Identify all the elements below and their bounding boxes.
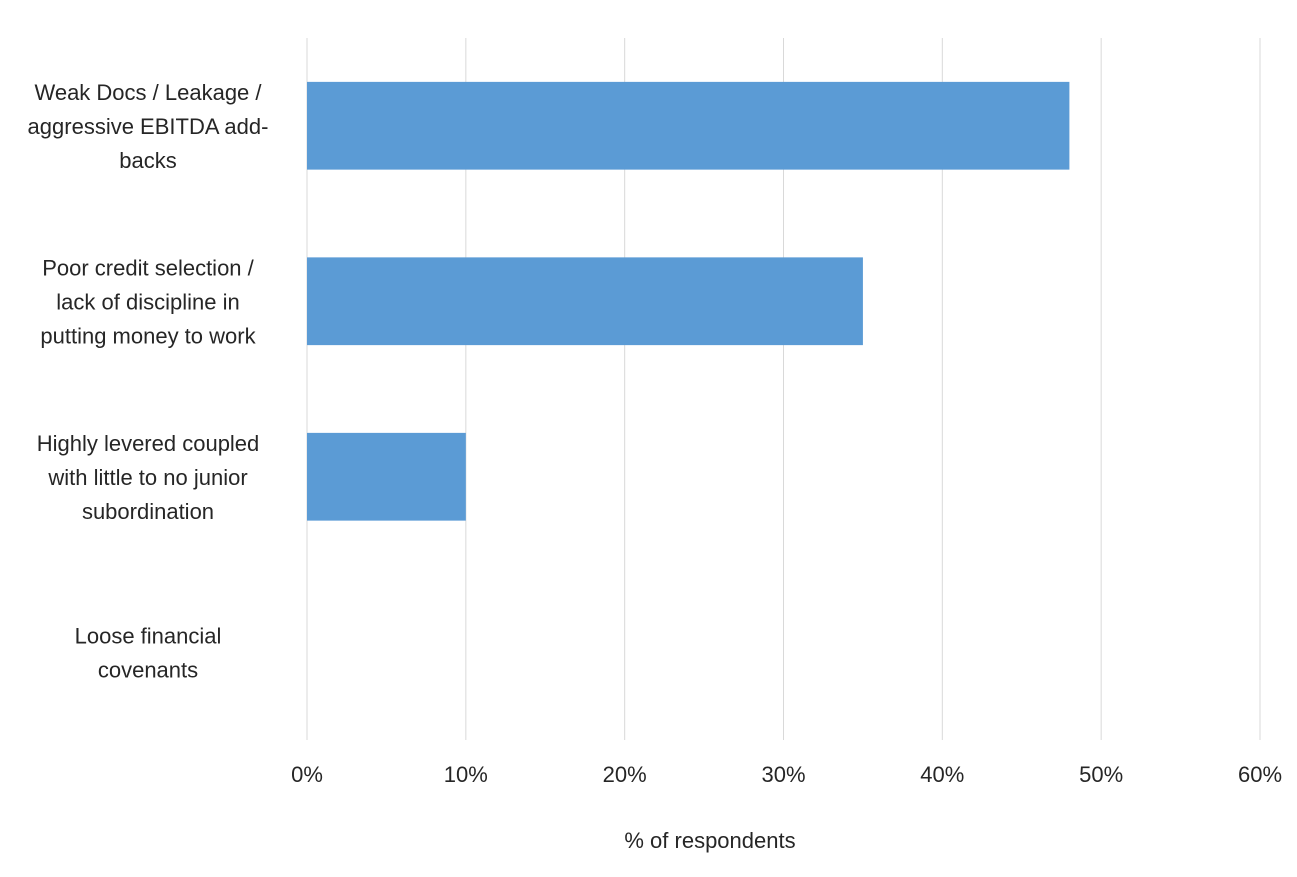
category-label-line: subordination	[82, 499, 214, 524]
category-label-line: lack of discipline in	[56, 289, 239, 314]
x-tick-label: 10%	[444, 762, 488, 787]
x-tick-label: 60%	[1238, 762, 1282, 787]
category-label: Highly levered coupled with little to no …	[37, 431, 260, 524]
tick-label-layer: 0% 10% 20% 30% 40% 50% 60%	[291, 762, 1282, 787]
bar	[307, 432, 466, 521]
category-label: Poor credit selection / lack of disciplin…	[40, 255, 256, 348]
category-label-line: Weak Docs / Leakage /	[34, 80, 262, 105]
x-tick-label: 30%	[761, 762, 805, 787]
x-axis-title: % of respondents	[624, 828, 795, 853]
category-label-line: with little to no junior	[47, 465, 247, 490]
category-label-line: Poor credit selection /	[42, 255, 254, 280]
category-label: Weak Docs / Leakage / aggressive EBITDA a…	[28, 80, 269, 173]
category-label-line: aggressive EBITDA add-	[28, 114, 269, 139]
x-tick-label: 0%	[291, 762, 323, 787]
x-tick-label: 20%	[603, 762, 647, 787]
x-tick-label: 40%	[920, 762, 964, 787]
category-label-line: Loose financial	[75, 623, 222, 648]
bar-layer	[307, 81, 1070, 521]
bar	[307, 81, 1070, 170]
category-label-line: Highly levered coupled	[37, 431, 260, 456]
x-tick-label: 50%	[1079, 762, 1123, 787]
category-label-line: putting money to work	[40, 323, 256, 348]
category-label-line: backs	[119, 148, 176, 173]
category-label-line: covenants	[98, 657, 198, 682]
category-label-layer: Weak Docs / Leakage / aggressive EBITDA a…	[28, 80, 269, 683]
category-label: Loose financial covenants	[75, 623, 222, 682]
bar	[307, 257, 863, 346]
